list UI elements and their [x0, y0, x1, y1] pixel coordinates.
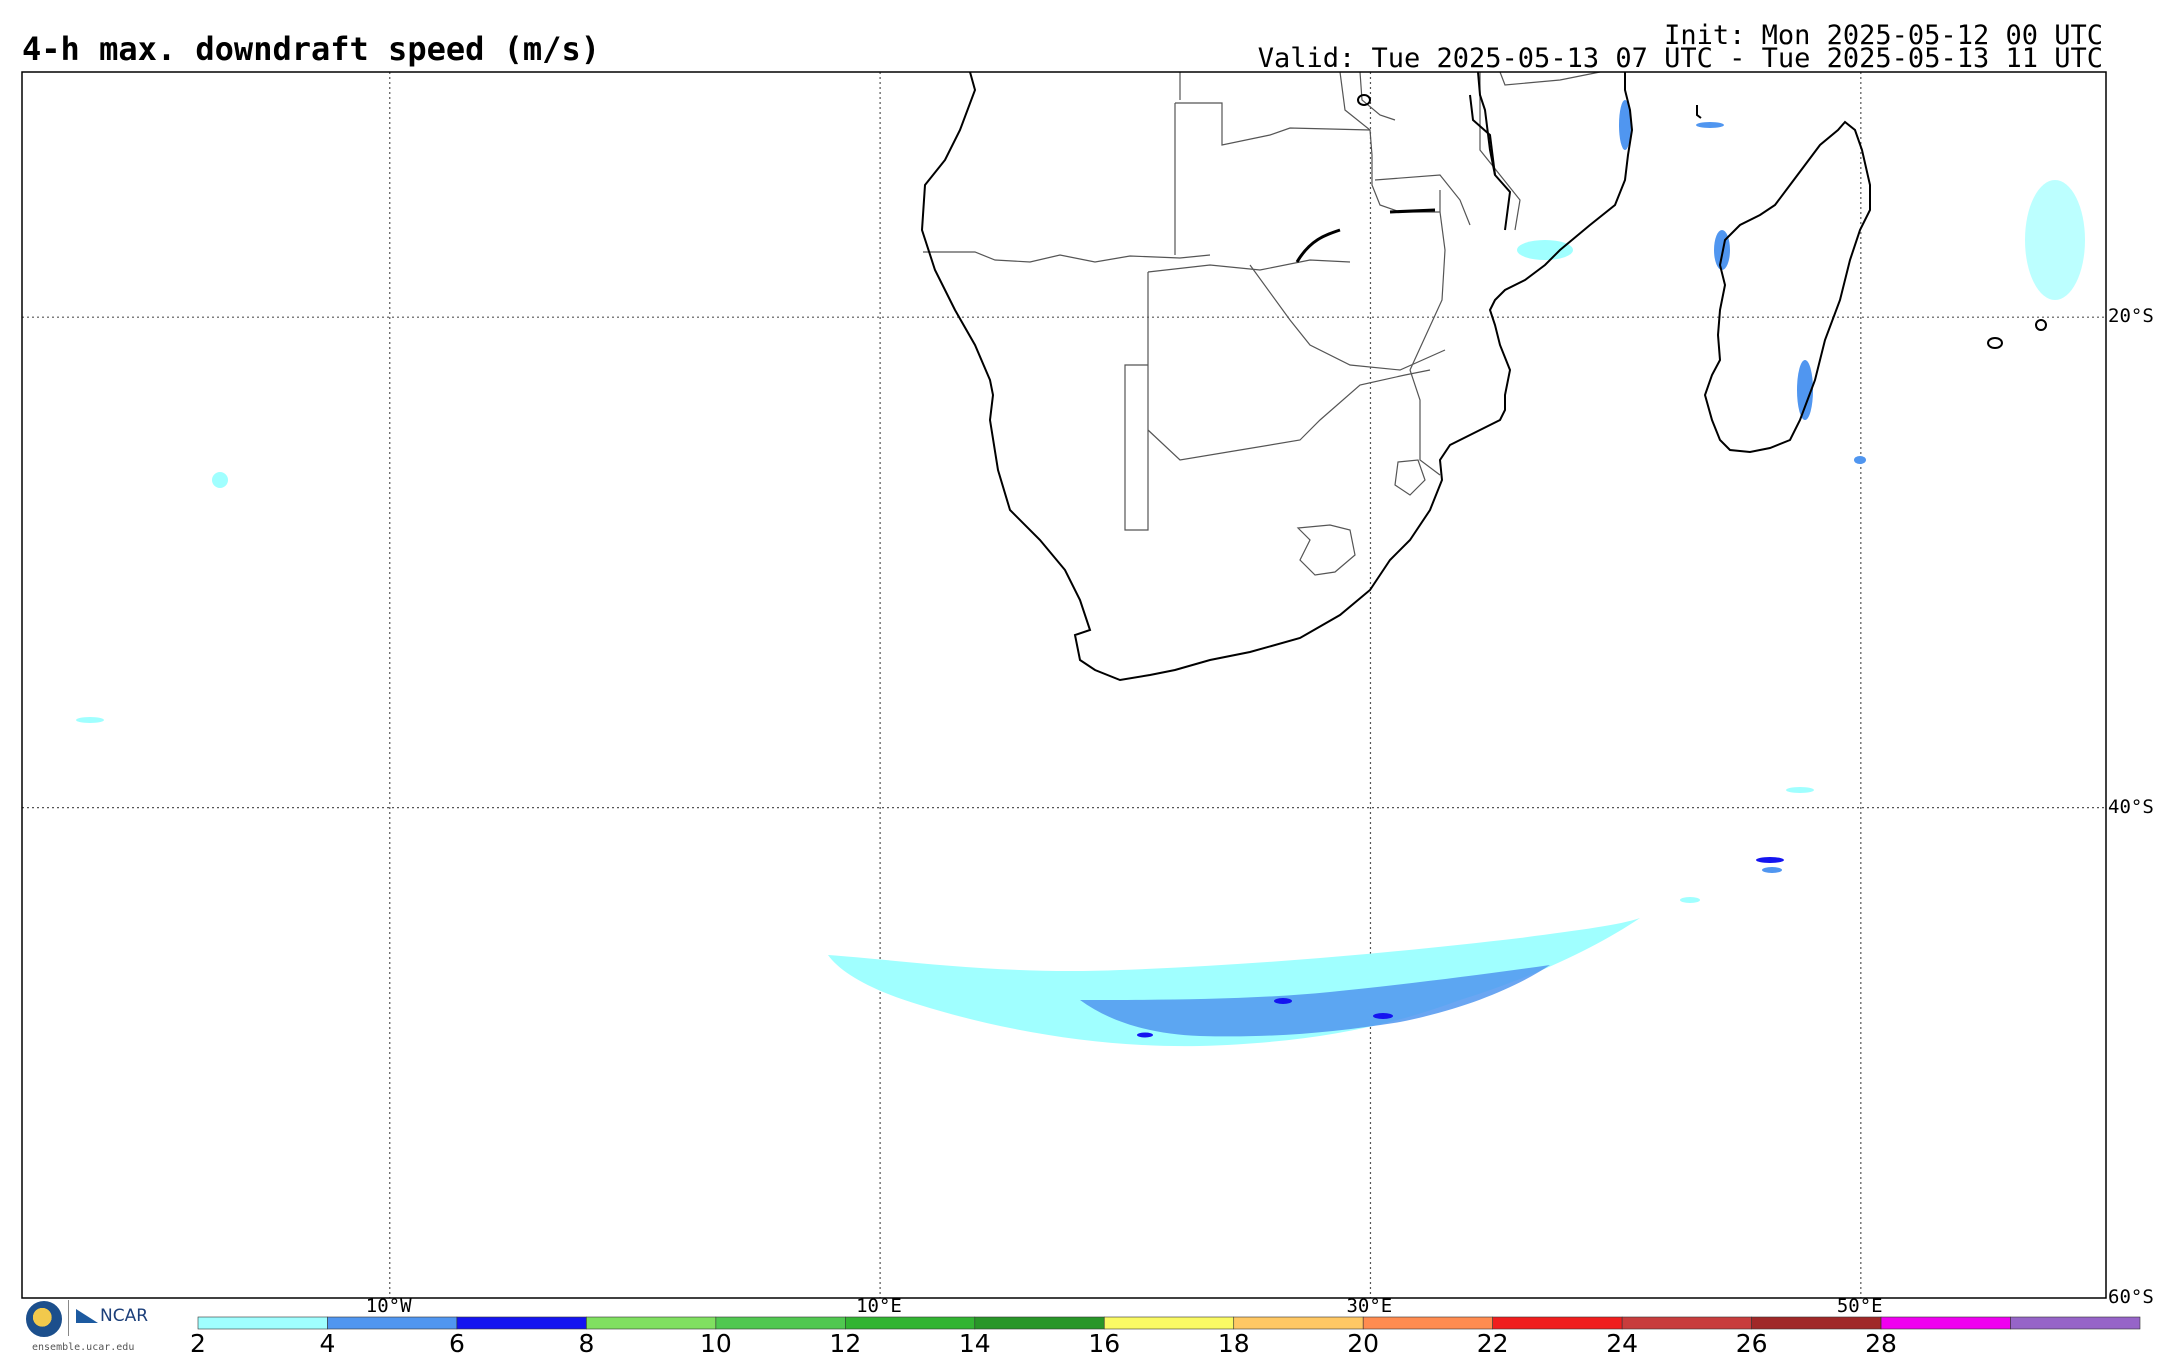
- longitude-label: 30°E: [1346, 1295, 1393, 1317]
- colorbar-swatch: [1492, 1316, 1623, 1330]
- colorbar-swatch: [456, 1316, 587, 1330]
- downdraft-patch: [212, 472, 228, 488]
- colorbar-tick-label: 14: [958, 1329, 991, 1358]
- colorbar-tick-label: 10: [699, 1329, 732, 1358]
- map-title: 4-h max. downdraft speed (m/s): [22, 30, 600, 68]
- colorbar-swatch: [845, 1316, 976, 1330]
- init-time: Init: Mon 2025-05-12 00 UTC: [1664, 20, 2103, 51]
- colorbar-swatch: [974, 1316, 1105, 1330]
- downdraft-patch: [1680, 897, 1700, 903]
- colorbar: [197, 1316, 2141, 1330]
- gridlines: [22, 72, 2106, 1298]
- colorbar-tick-label: 18: [1217, 1329, 1250, 1358]
- colorbar-swatch: [1233, 1316, 1364, 1330]
- colorbar-swatch: [586, 1316, 717, 1330]
- longitude-label: 10°W: [365, 1295, 412, 1317]
- downdraft-core: [1373, 1013, 1393, 1019]
- map-frame: [21, 71, 2107, 1299]
- longitude-label: 10°E: [856, 1295, 902, 1317]
- colorbar-tick-label: 2: [190, 1329, 206, 1358]
- colorbar-tick-label: 20: [1347, 1329, 1380, 1358]
- colorbar-tick-label: 22: [1476, 1329, 1509, 1358]
- downdraft-patch: [1517, 240, 1573, 260]
- colorbar-tick-label: 28: [1865, 1329, 1897, 1358]
- country-borders: [923, 71, 1601, 576]
- downdraft-patch: [1619, 100, 1631, 150]
- ensemble-url: ensemble.ucar.edu: [32, 1342, 135, 1353]
- downdraft-patch: [1854, 456, 1866, 464]
- latitude-label: 20°S: [2108, 305, 2154, 328]
- downdraft-band-light: [828, 918, 1640, 1047]
- latitude-label: 40°S: [2108, 795, 2154, 818]
- colorbar-tick-label: 26: [1735, 1329, 1768, 1358]
- colorbar-tick-label: 4: [319, 1329, 336, 1358]
- colorbar-tick-label: 8: [578, 1329, 595, 1358]
- downdraft-patch: [1762, 867, 1782, 873]
- logo-divider: [68, 1300, 69, 1336]
- colorbar-tick-label: 16: [1088, 1329, 1121, 1358]
- colorbar-swatch: [1751, 1316, 1882, 1330]
- downdraft-patch: [1786, 787, 1814, 793]
- colorbar-swatch: [1880, 1316, 2011, 1330]
- colorbar-swatch: [1621, 1316, 1752, 1330]
- ncar-logo: NCAR: [76, 1306, 148, 1326]
- valid-time: Valid: Tue 2025-05-13 07 UTC - Tue 2025-…: [1257, 43, 2103, 74]
- downdraft-field: [76, 100, 2085, 1047]
- downdraft-patch: [2025, 180, 2085, 300]
- ncar-logo-text: NCAR: [100, 1306, 149, 1326]
- latitude-label: 60°S: [2108, 1286, 2154, 1308]
- colorbar-swatch: [715, 1316, 846, 1330]
- coastlines: [920, 71, 2047, 682]
- colorbar-tick-label: 24: [1606, 1329, 1639, 1358]
- downdraft-core: [1274, 998, 1292, 1004]
- longitude-label: 50°E: [1836, 1295, 1883, 1317]
- downdraft-patch: [76, 717, 104, 723]
- downdraft-patch: [1756, 857, 1784, 863]
- colorbar-swatch: [1103, 1316, 1235, 1330]
- colorbar-swatch: [1362, 1316, 1493, 1330]
- downdraft-patch: [1696, 122, 1724, 128]
- downdraft-core: [1137, 1032, 1153, 1038]
- downdraft-patch: [1797, 360, 1813, 420]
- colorbar-tick-label: 6: [448, 1329, 465, 1358]
- colorbar-swatch: [2010, 1316, 2141, 1330]
- colorbar-swatch: [327, 1316, 458, 1330]
- ncar-triangle-icon: [76, 1309, 98, 1323]
- nsf-logo: [26, 1301, 62, 1337]
- downdraft-band-medium: [1080, 965, 1550, 1037]
- colorbar-tick-label: 12: [829, 1329, 862, 1358]
- colorbar-swatch: [197, 1316, 328, 1330]
